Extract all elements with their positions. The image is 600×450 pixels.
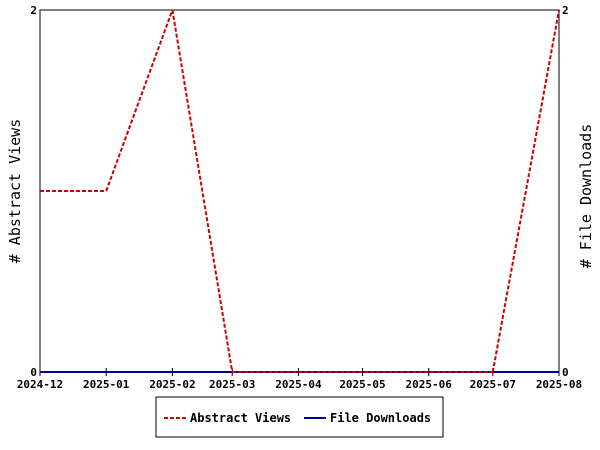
legend-label-abstract-views: Abstract Views [190, 411, 291, 425]
x-tick-label: 2025-05 [339, 378, 385, 391]
plot-area [39, 9, 560, 373]
y-tick-label-left: 2 [30, 4, 37, 17]
x-tick-label: 2025-02 [149, 378, 195, 391]
x-tick-label: 2025-06 [406, 378, 453, 391]
y-tick-label-right: 2 [562, 4, 569, 17]
legend-box [155, 396, 444, 438]
y-tick-label-right: 0 [562, 366, 569, 379]
legend: Abstract Views File Downloads [155, 396, 444, 438]
series-segment-abstract-views [171, 9, 234, 373]
x-tick-label: 2024-12 [17, 378, 63, 391]
y-tick-label-left: 0 [30, 366, 37, 379]
series-segment-abstract-views [105, 9, 174, 192]
x-axis: 2024-12 2025-01 2025-02 2025-03 2025-04 2025-… [17, 368, 582, 391]
x-tick-label: 2025-08 [536, 378, 582, 391]
x-tick-label: 2025-04 [275, 378, 322, 391]
x-tick-label: 2025-07 [470, 378, 516, 391]
y-axis: 0 2 0 2 [30, 4, 568, 379]
series-segment-abstract-views [491, 9, 560, 373]
x-tick-label: 2025-01 [83, 378, 130, 391]
legend-label-file-downloads: File Downloads [330, 411, 431, 425]
y-axis-right-title: # File Downloads [577, 124, 595, 269]
series-layer [40, 9, 560, 373]
x-tick-label: 2025-03 [209, 378, 255, 391]
y-axis-left-title: # Abstract Views [6, 119, 24, 264]
